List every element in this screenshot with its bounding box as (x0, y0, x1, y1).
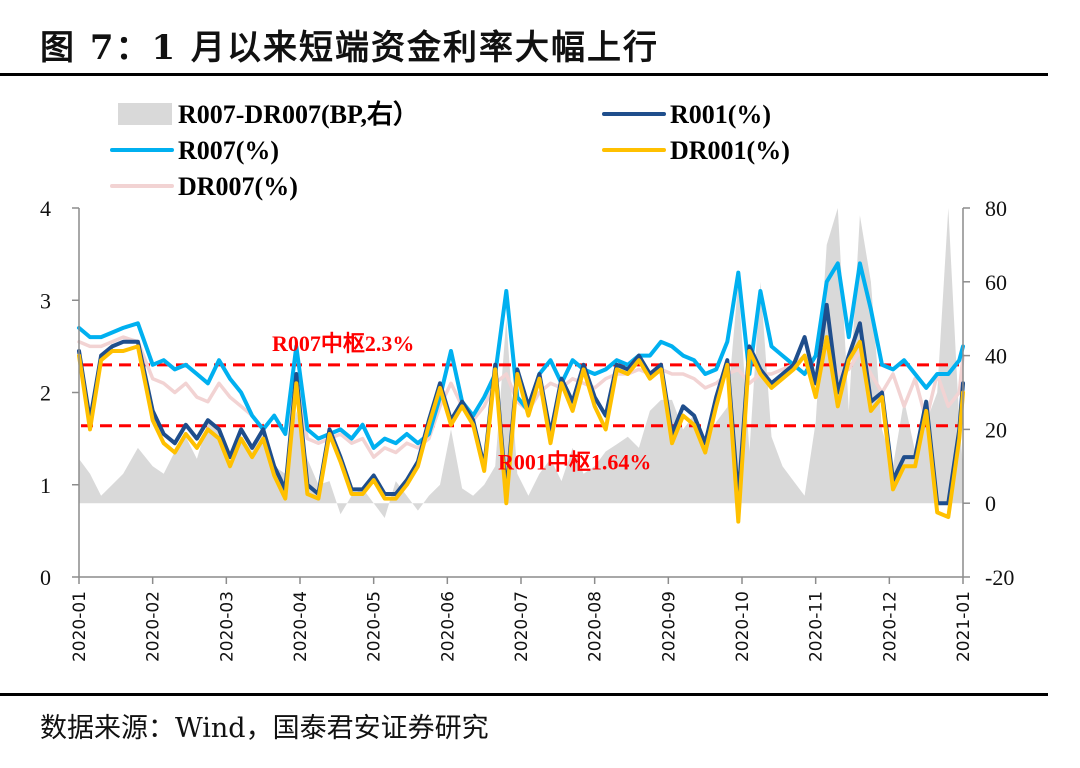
legend-swatch-spread (118, 103, 172, 125)
right-tick-label: 80 (985, 196, 1007, 221)
x-tick-label: 2020-03 (217, 591, 237, 662)
series-line-dr001 (77, 335, 965, 524)
series-lines-layer (77, 261, 965, 524)
legend-item-r007: R007(%) (110, 136, 279, 165)
legend-label-r001: R001(%) (670, 100, 771, 129)
x-tick-label: 2020-11 (807, 591, 827, 662)
legend-label-dr001: DR001(%) (670, 136, 790, 165)
right-tick-label: 60 (985, 270, 1007, 295)
legend-label-r007: R007(%) (178, 136, 279, 165)
x-tick-label: 2020-02 (144, 591, 164, 662)
bottom-rule (0, 693, 1048, 696)
legend-item-r001: R001(%) (602, 100, 771, 129)
annotations-layer: R007中枢2.3% R001中枢1.64% (272, 331, 651, 475)
x-tick-label: 2020-09 (659, 591, 679, 662)
top-rule (0, 73, 1048, 76)
reference-label-r007: R007中枢2.3% (272, 331, 414, 356)
left-tick-label: 1 (40, 473, 51, 498)
legend: R007-DR007(BP,右） R001(%) R007(%) DR001(%) DR… (110, 100, 790, 201)
right-tick-label: 0 (985, 491, 996, 516)
x-tick-label: 2021-01 (954, 591, 974, 662)
reference-label-r001: R001中枢1.64% (498, 450, 651, 475)
series-line-r001 (77, 302, 965, 506)
plot-area: R007中枢2.3% R001中枢1.64% 0 1 2 3 4 -20 0 20 40 60 80 2… (40, 196, 1014, 662)
chart-title: 图 7：1 月以来短端资金利率大幅上行 (40, 28, 659, 68)
right-tick-label: 20 (985, 417, 1007, 442)
left-tick-label: 3 (40, 288, 51, 313)
axes-layer: 0 1 2 3 4 -20 0 20 40 60 80 2020-01 2020-02 2020-03 20… (40, 196, 1014, 662)
left-tick-label: 2 (40, 381, 51, 406)
legend-item-dr001: DR001(%) (602, 136, 790, 165)
left-tick-label: 4 (40, 196, 51, 221)
legend-label-dr007: DR007(%) (178, 172, 298, 201)
left-tick-label: 0 (40, 565, 51, 590)
source-note: 数据来源：Wind，国泰君安证券研究 (40, 713, 489, 744)
x-tick-label: 2020-12 (880, 591, 900, 662)
x-tick-label: 2020-08 (586, 591, 606, 662)
right-tick-label: -20 (985, 565, 1014, 590)
x-tick-label: 2020-07 (512, 591, 532, 662)
x-tick-label: 2020-04 (291, 591, 311, 662)
legend-label-spread: R007-DR007(BP,右） (178, 100, 419, 129)
x-tick-label: 2020-06 (438, 591, 458, 662)
x-tick-label: 2020-10 (733, 591, 753, 662)
right-tick-label: 40 (985, 344, 1007, 369)
legend-item-spread: R007-DR007(BP,右） (118, 100, 419, 129)
legend-item-dr007: DR007(%) (110, 172, 298, 201)
x-tick-label: 2020-01 (70, 591, 90, 662)
x-tick-label: 2020-05 (365, 591, 385, 662)
